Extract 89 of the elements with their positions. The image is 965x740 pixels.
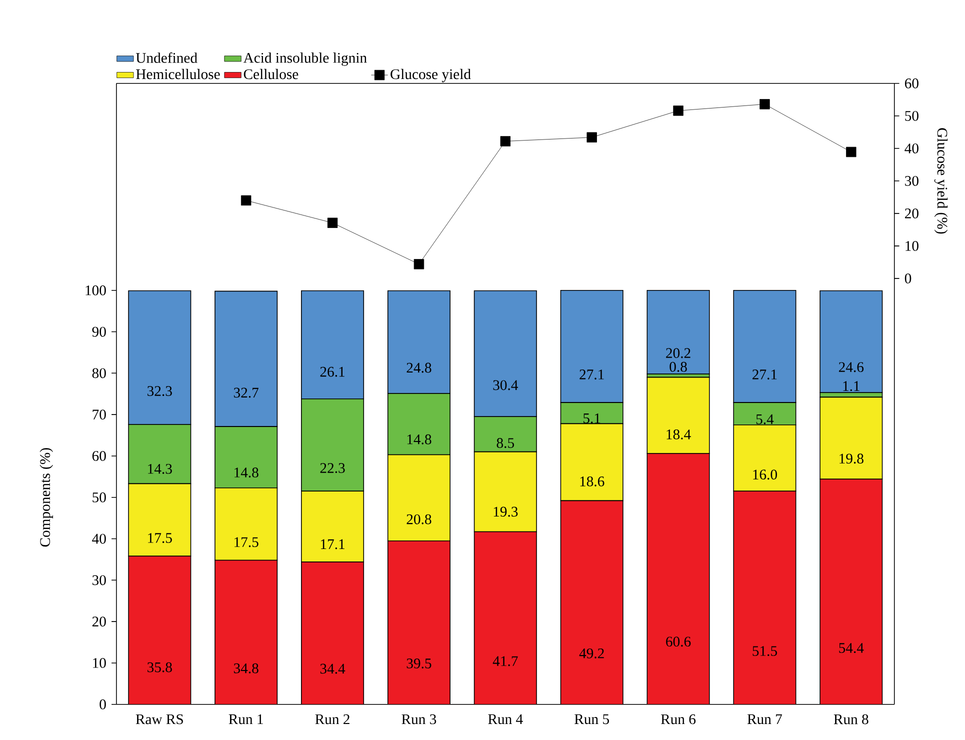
- point: [586, 132, 597, 143]
- y-tick-label: 90: [92, 326, 106, 337]
- data-label: 5.4: [756, 414, 774, 424]
- data-label: 17.5: [148, 533, 172, 544]
- y2-tick-label: 60: [904, 78, 918, 88]
- x-tick-label: Run 2: [315, 714, 350, 724]
- data-label: 14.8: [407, 434, 432, 445]
- y-tick-label: 100: [86, 286, 106, 296]
- data-label: 8.5: [496, 438, 514, 448]
- y2-tick-label: 10: [906, 241, 918, 252]
- data-label: 17.5: [234, 537, 258, 548]
- data-label: 24.6: [838, 362, 864, 372]
- data-label: 41.7: [492, 656, 518, 666]
- data-label: 1.1: [843, 381, 860, 392]
- x-tick-label: Run 1: [228, 714, 263, 724]
- bar: [560, 500, 623, 705]
- y2-tick-label: 20: [905, 208, 918, 219]
- data-label: 26.1: [320, 367, 344, 377]
- point: [414, 259, 424, 270]
- point: [500, 136, 510, 147]
- data-label: 24.8: [406, 362, 432, 373]
- y-tick-label: 0: [100, 700, 106, 710]
- y-tick-label: 40: [92, 534, 106, 544]
- data-label: 5.1: [584, 414, 600, 424]
- data-label: 27.1: [752, 370, 777, 380]
- bar: [301, 562, 364, 705]
- data-label: 27.1: [580, 370, 604, 380]
- bar: [214, 560, 278, 705]
- y-tick-label: 20: [92, 616, 106, 627]
- x-tick-label: Run 6: [660, 714, 696, 724]
- data-label: 20.2: [666, 348, 690, 358]
- legend-label: Undefined: [136, 52, 198, 64]
- bar: [734, 491, 796, 705]
- y-axis-title: Components (%): [40, 448, 54, 547]
- y2-axis-title: Glucose yield (%): [934, 128, 948, 234]
- y-tick-label: 80: [92, 368, 106, 378]
- x-tick-label: Run 8: [834, 714, 868, 724]
- data-label: 30.4: [493, 380, 518, 390]
- y2-tick-label: 50: [905, 111, 918, 121]
- y-tick-label: 10: [93, 658, 106, 668]
- y-tick-label: 50: [92, 492, 106, 502]
- data-label: 17.1: [320, 539, 344, 550]
- data-label: 19.8: [840, 454, 864, 464]
- data-label: 18.6: [580, 476, 604, 487]
- data-label: 32.7: [234, 388, 258, 398]
- data-label: 16.0: [753, 470, 777, 480]
- legend-label: Hemicellulose: [136, 69, 220, 80]
- data-label: 54.4: [839, 643, 864, 654]
- bar: [647, 454, 710, 705]
- x-tick-label: Run 4: [488, 714, 523, 724]
- legend-label: Glucose yield: [390, 69, 471, 82]
- data-label: 49.2: [579, 648, 604, 659]
- data-label: 14.3: [148, 464, 172, 474]
- data-label: 14.8: [234, 468, 258, 478]
- legend-label: Cellulose: [244, 69, 298, 80]
- point: [240, 195, 252, 206]
- y-tick-label: 60: [92, 451, 106, 462]
- data-label: 34.4: [320, 664, 346, 674]
- point: [673, 106, 684, 116]
- data-label: 51.5: [752, 646, 777, 656]
- x-tick-label: Run 7: [747, 714, 782, 724]
- x-tick-label: Run 5: [574, 714, 609, 724]
- data-label: 0.8: [670, 362, 687, 372]
- data-label: 22.3: [320, 463, 345, 474]
- bar: [820, 290, 883, 394]
- bar: [474, 532, 537, 705]
- y-tick-label: 70: [92, 410, 106, 420]
- data-label: 32.3: [148, 386, 172, 396]
- data-label: 34.8: [234, 664, 258, 674]
- legend-label: Acid insoluble lignin: [243, 52, 367, 66]
- x-tick-label: Run 3: [402, 714, 436, 724]
- data-label: 39.5: [406, 658, 432, 669]
- data-label: 20.8: [406, 514, 432, 524]
- point: [760, 99, 770, 110]
- y2-tick-label: 40: [904, 144, 918, 154]
- bar: [128, 556, 191, 705]
- point: [846, 147, 856, 158]
- bar: [820, 478, 883, 705]
- data-label: 35.8: [148, 662, 172, 672]
- bar: [388, 540, 450, 705]
- point: [327, 218, 338, 228]
- y-tick-label: 30: [92, 575, 106, 586]
- y2-tick-label: 0: [904, 274, 912, 284]
- data-label: 60.6: [666, 636, 691, 647]
- bar: [646, 290, 710, 375]
- x-tick-label: Raw RS: [136, 714, 183, 724]
- data-label: 19.3: [494, 506, 518, 517]
- y2-tick-label: 30: [905, 176, 918, 186]
- data-label: 18.4: [666, 430, 691, 440]
